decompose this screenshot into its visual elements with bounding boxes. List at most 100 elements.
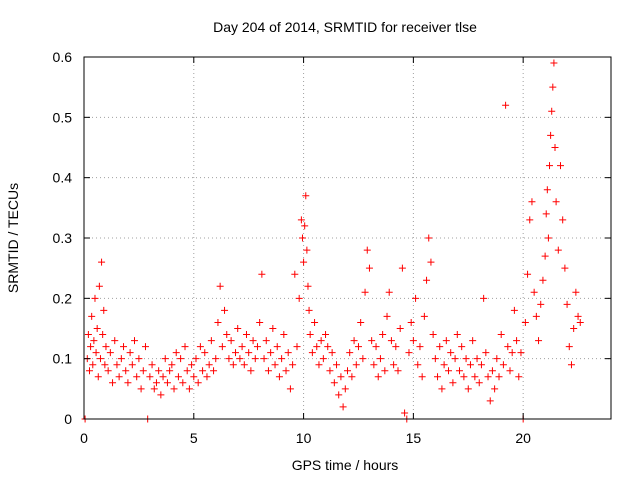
data-point [458,343,466,351]
data-point [188,361,196,369]
data-point [152,379,160,387]
data-point [326,367,334,375]
data-point [416,343,424,351]
data-point [471,373,479,381]
data-point [447,349,455,357]
data-point [253,343,261,351]
data-point [436,343,444,351]
data-point [128,361,136,369]
data-point [242,331,250,339]
data-point [542,210,550,218]
x-tick-label: 5 [190,430,198,446]
data-point [183,367,191,375]
data-point [94,373,102,381]
data-point [379,331,387,339]
chart-title: Day 204 of 2014, SRMTID for receiver tls… [213,19,477,35]
data-point [122,367,130,375]
data-point [423,276,431,284]
data-point [278,355,286,363]
data-point [90,337,98,345]
data-point [84,331,92,339]
data-point [146,373,154,381]
data-point [102,343,110,351]
data-point [357,318,365,326]
y-tick-label: 0.5 [53,109,73,125]
x-tick-label: 15 [406,430,422,446]
axis-ticks [83,56,611,420]
data-point [104,367,112,375]
data-point [98,258,106,266]
data-point [319,355,327,363]
data-point [203,373,211,381]
data-point [225,355,233,363]
data-point [293,343,301,351]
data-point [482,349,490,357]
data-point [301,222,309,230]
data-point [363,246,371,254]
y-tick-label: 0.6 [53,49,73,65]
data-point [547,131,555,139]
data-point [216,282,224,290]
data-point [370,361,378,369]
data-point [412,294,420,302]
data-point [541,252,549,260]
data-point [563,300,571,308]
data-point [392,343,400,351]
data-point [131,337,139,345]
data-point [333,361,341,369]
data-point [260,355,268,363]
data-point [181,343,189,351]
data-point [341,385,349,393]
data-point [109,379,117,387]
data-point [543,186,551,194]
data-point [464,385,472,393]
data-point [133,373,141,381]
data-point [271,361,279,369]
data-point [477,361,485,369]
data-point [559,216,567,224]
data-point [177,355,185,363]
data-point [526,216,534,224]
data-point [303,246,311,254]
data-point [554,246,562,254]
data-point [368,337,376,345]
data-point [354,343,362,351]
data-point [101,361,109,369]
data-point [539,276,547,284]
data-point [91,294,99,302]
data-point [139,367,147,375]
data-point [150,385,158,393]
data-point [425,234,433,242]
data-point [205,361,213,369]
data-point [179,379,187,387]
data-point [493,355,501,363]
data-point [297,216,305,224]
data-point [238,343,246,351]
data-point [504,343,512,351]
data-point [192,355,200,363]
data-point [484,373,492,381]
data-point [348,373,356,381]
data-point [339,403,347,411]
data-point [515,373,523,381]
data-point [273,343,281,351]
data-point [88,312,96,320]
data-point [480,294,488,302]
data-point [394,367,402,375]
data-point [199,367,207,375]
data-point [495,373,503,381]
data-point [289,361,297,369]
data-point [282,367,290,375]
data-point [460,373,468,381]
data-point [381,367,389,375]
tick-labels: 0 5 10 15 20 0 0.1 0.2 0.3 0.4 0.5 0.6 [53,49,532,446]
data-point [100,306,108,314]
data-point [401,409,409,417]
data-point [396,325,404,332]
y-tick-label: 0.2 [53,290,73,306]
data-point [305,306,313,314]
data-point [161,355,169,363]
data-point [455,367,463,375]
plot-frame [83,56,612,420]
